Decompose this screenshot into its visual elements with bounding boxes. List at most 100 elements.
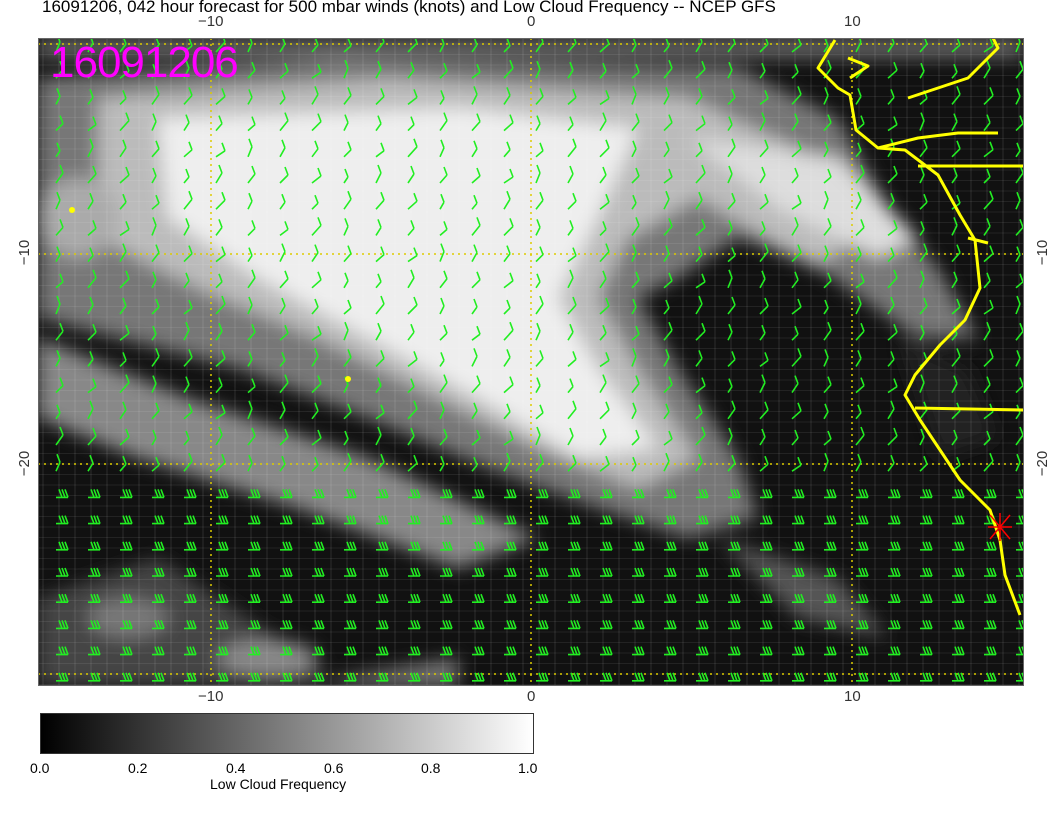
wind-barb	[439, 243, 445, 262]
wind-barb	[215, 404, 226, 420]
wind-barb	[503, 38, 511, 53]
wind-barb	[247, 247, 253, 263]
wind-barb	[823, 114, 832, 132]
wind-barb	[216, 620, 229, 630]
top-tick-lon-10: 10	[844, 13, 861, 30]
wind-barb	[631, 402, 637, 420]
wind-barb	[183, 403, 193, 420]
wind-barb	[440, 567, 453, 577]
wind-barb	[1016, 593, 1024, 603]
wind-barb	[1016, 489, 1024, 499]
wind-barb	[759, 324, 766, 341]
wind-barb	[439, 221, 448, 237]
wind-barb	[248, 646, 261, 656]
wind-barb	[727, 296, 736, 315]
wind-barb	[664, 567, 677, 577]
wind-barb	[56, 489, 69, 499]
wind-barb	[88, 646, 101, 656]
wind-barb	[983, 376, 991, 394]
wind-barb	[792, 593, 805, 603]
wind-barb	[279, 297, 286, 315]
wind-barb	[151, 298, 160, 315]
wind-barb	[856, 489, 869, 499]
wind-barb	[1015, 273, 1024, 289]
wind-barb	[503, 403, 511, 420]
left-tick-lat-minus10: −10	[16, 239, 34, 266]
wind-barb	[920, 672, 933, 682]
wind-barb	[952, 672, 965, 682]
wind-barb	[247, 220, 256, 236]
wind-barb	[535, 38, 544, 53]
wind-barb	[664, 593, 677, 603]
wind-barb	[472, 567, 485, 577]
wind-barb	[600, 620, 613, 630]
wind-barb	[951, 348, 961, 367]
wind-barb	[247, 400, 253, 420]
wind-barb	[1016, 620, 1024, 630]
wind-barb	[664, 672, 677, 682]
wind-barb	[760, 672, 773, 682]
wind-barb	[1015, 295, 1021, 315]
wind-barb	[119, 374, 130, 394]
wind-barb	[183, 376, 190, 394]
wind-barb	[631, 456, 637, 472]
wind-barb	[535, 377, 541, 393]
wind-barb	[632, 541, 645, 551]
wind-barb	[87, 138, 94, 158]
wind-barb	[375, 246, 385, 263]
wind-barb	[792, 541, 805, 551]
wind-barb	[1016, 672, 1024, 682]
wind-barb	[759, 139, 769, 158]
wind-barb	[728, 646, 741, 656]
wind-barb	[55, 246, 61, 262]
wind-barb	[695, 350, 703, 367]
wind-barb	[184, 672, 197, 682]
wind-barb	[215, 453, 226, 472]
wind-barb	[152, 489, 165, 499]
wind-barb	[855, 88, 862, 105]
wind-barb	[1015, 350, 1021, 367]
wind-barb	[279, 401, 286, 420]
wind-barb	[344, 672, 357, 682]
wind-barb	[216, 593, 229, 603]
wind-barb	[248, 593, 261, 603]
wind-barb	[152, 646, 165, 656]
wind-barb	[919, 324, 925, 341]
wind-barb	[695, 60, 706, 79]
wind-barb	[408, 541, 421, 551]
wind-barb	[663, 141, 670, 158]
wind-barb	[183, 218, 190, 236]
wind-barb	[343, 87, 352, 105]
wind-barb	[600, 541, 613, 551]
wind-barb	[567, 89, 577, 106]
wind-barb	[184, 541, 197, 551]
wind-barb	[151, 348, 160, 367]
wind-barb	[631, 63, 640, 79]
wind-barb	[760, 646, 773, 656]
wind-barb	[440, 646, 453, 656]
wind-barb	[536, 567, 549, 577]
wind-barb	[984, 567, 997, 577]
wind-barb	[888, 489, 901, 499]
wind-barb	[87, 247, 94, 263]
wind-barb	[696, 593, 709, 603]
wind-barb	[632, 515, 645, 525]
wind-barb	[759, 193, 769, 210]
wind-barb	[759, 166, 766, 184]
wind-barb	[312, 620, 325, 630]
wind-barb	[760, 541, 773, 551]
wind-barb	[599, 428, 607, 446]
wind-barb	[760, 593, 773, 603]
wind-barb	[536, 620, 549, 630]
wind-barb	[408, 593, 421, 603]
wind-barb	[375, 295, 385, 315]
wind-barb	[535, 142, 544, 158]
wind-barb	[87, 89, 94, 105]
wind-barb	[599, 243, 610, 263]
wind-barb	[376, 620, 389, 630]
wind-barb	[247, 192, 253, 210]
wind-barb	[536, 541, 549, 551]
wind-barb	[215, 38, 226, 53]
wind-barb	[920, 515, 933, 525]
wind-barb	[919, 297, 928, 315]
